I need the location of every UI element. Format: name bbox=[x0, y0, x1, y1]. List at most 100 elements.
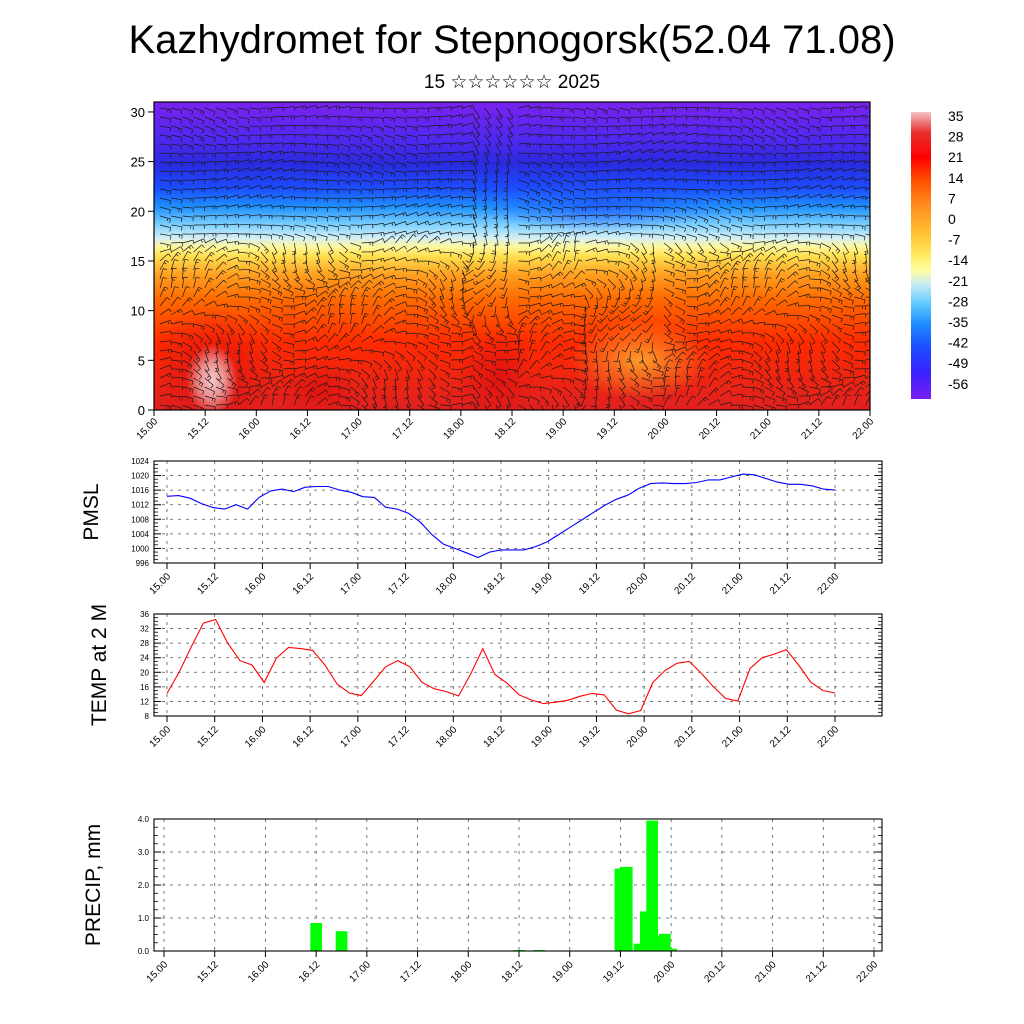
y-tick-label: 28 bbox=[140, 639, 149, 648]
x-tick-label: 19.12 bbox=[595, 416, 621, 442]
x-tick-label: 21.00 bbox=[720, 571, 746, 597]
precip-panel: 0.0 1.0 2.0 3.0 4.0 15.00 15.12 16.00 16.12 17.00… bbox=[82, 815, 883, 985]
x-tick-label: 16.12 bbox=[297, 959, 323, 985]
colorbar-label: 35 bbox=[948, 108, 964, 124]
temp2m-series-line bbox=[166, 618, 836, 715]
x-tick-label: 21.12 bbox=[804, 959, 830, 985]
chart-subtitle: 15 ☆☆☆☆☆☆ 2025 bbox=[423, 72, 601, 93]
x-tick-label: 21.12 bbox=[768, 571, 794, 597]
y-tick-label: 25 bbox=[131, 155, 145, 170]
x-tick-label: 21.00 bbox=[753, 959, 779, 985]
y-tick-label: 1004 bbox=[131, 530, 149, 539]
x-tick-label: 15.12 bbox=[195, 959, 221, 985]
precip-bar bbox=[665, 948, 677, 951]
x-tick-label: 17.00 bbox=[339, 416, 365, 442]
y-tick-label: 36 bbox=[140, 610, 149, 619]
x-tick-label: 16.12 bbox=[291, 724, 317, 750]
wind-barbs bbox=[159, 104, 870, 410]
precip-bar bbox=[310, 923, 322, 951]
precip-ylabel: PRECIP, mm bbox=[82, 824, 105, 946]
x-tick-label: 16.00 bbox=[243, 571, 269, 597]
x-tick-label: 21.00 bbox=[748, 416, 774, 442]
x-tick-label: 17.00 bbox=[348, 959, 374, 985]
x-tick-label: 19.00 bbox=[544, 416, 570, 442]
colorbar-label: -28 bbox=[948, 293, 968, 309]
x-tick-label: 18.12 bbox=[482, 571, 508, 597]
x-tick-label: 21.00 bbox=[720, 724, 746, 750]
pmsl-ylabel: PMSL bbox=[80, 483, 103, 540]
temp2m-ylabel: TEMP at 2 M bbox=[88, 604, 111, 726]
x-tick-label: 15.12 bbox=[195, 571, 221, 597]
x-tick-label: 16.00 bbox=[243, 724, 269, 750]
x-tick-label: 17.12 bbox=[386, 724, 412, 750]
x-tick-label: 17.12 bbox=[390, 416, 416, 442]
colorbar-label: -7 bbox=[948, 232, 961, 248]
colorbar-label: -21 bbox=[948, 273, 968, 289]
x-tick-label: 20.12 bbox=[673, 571, 699, 597]
x-tick-label: 19.12 bbox=[577, 571, 603, 597]
x-tick-label: 19.00 bbox=[529, 571, 555, 597]
y-tick-label: 0 bbox=[138, 403, 145, 418]
x-tick-label: 17.12 bbox=[398, 959, 424, 985]
panel-frame bbox=[153, 460, 883, 564]
y-tick-label: 4.0 bbox=[138, 815, 150, 824]
x-tick-label: 20.12 bbox=[703, 959, 729, 985]
x-tick-label: 20.00 bbox=[646, 416, 672, 442]
colorbar-label: 0 bbox=[948, 211, 956, 227]
colorbar-label: 21 bbox=[948, 149, 964, 165]
colorbar: 35 28 21 14 7 0 -7 -14 -21 -28 -35 -42 -49 -56 bbox=[911, 108, 968, 399]
precip-bar bbox=[652, 936, 665, 951]
precip-bar bbox=[659, 933, 671, 951]
cross-section-frame bbox=[153, 101, 871, 411]
y-tick-label: 0.0 bbox=[138, 947, 150, 956]
panel-frame bbox=[153, 818, 883, 952]
x-tick-label: 22.00 bbox=[816, 571, 842, 597]
x-tick-label: 18.00 bbox=[449, 959, 475, 985]
pmsl-panel: 996 1000 1004 1008 1012 1016 1020 1024 15.00 15.1… bbox=[80, 457, 883, 597]
colorbar-label: -56 bbox=[948, 376, 968, 392]
wind-barb-field bbox=[159, 104, 870, 410]
y-tick-label: 15 bbox=[131, 254, 145, 269]
y-tick-label: 1008 bbox=[131, 515, 149, 524]
y-tick-label: 20 bbox=[140, 668, 149, 677]
y-tick-label: 1012 bbox=[131, 501, 149, 510]
x-tick-label: 16.00 bbox=[246, 959, 272, 985]
x-tick-label: 15.00 bbox=[145, 959, 171, 985]
x-tick-label: 17.00 bbox=[339, 724, 365, 750]
pmsl-series-line bbox=[166, 473, 836, 559]
x-tick-label: 18.00 bbox=[434, 571, 460, 597]
y-tick-label: 3.0 bbox=[138, 848, 150, 857]
x-tick-label: 15.12 bbox=[186, 416, 212, 442]
y-tick-label: 1024 bbox=[131, 457, 149, 466]
x-tick-label: 20.12 bbox=[697, 416, 723, 442]
y-tick-label: 996 bbox=[136, 559, 150, 568]
x-tick-label: 20.00 bbox=[652, 959, 678, 985]
precip-bar bbox=[633, 943, 646, 951]
cross-section-panel: 0 5 10 15 20 25 30 15.00 15.12 16.00 16.12 17.00 17.… bbox=[131, 101, 876, 442]
y-tick-label: 16 bbox=[140, 683, 149, 692]
x-tick-label: 15.00 bbox=[135, 416, 161, 442]
panel-frame bbox=[153, 613, 883, 717]
chart-title: Kazhydromet for Stepnogorsk(52.04 71.08) bbox=[128, 18, 896, 62]
y-tick-label: 10 bbox=[131, 304, 145, 319]
x-tick-label: 18.12 bbox=[482, 724, 508, 750]
x-tick-label: 18.00 bbox=[442, 416, 468, 442]
colorbar-label: -42 bbox=[948, 335, 968, 351]
y-tick-label: 32 bbox=[140, 625, 149, 634]
x-tick-label: 19.12 bbox=[601, 959, 627, 985]
x-tick-label: 18.12 bbox=[493, 416, 519, 442]
colorbar-label: -14 bbox=[948, 252, 968, 268]
x-tick-label: 19.00 bbox=[529, 724, 555, 750]
x-tick-label: 16.12 bbox=[291, 571, 317, 597]
y-tick-label: 12 bbox=[140, 697, 149, 706]
colorbar-label: 7 bbox=[948, 190, 956, 206]
x-tick-label: 21.12 bbox=[768, 724, 794, 750]
x-tick-label: 20.00 bbox=[625, 724, 651, 750]
x-tick-label: 16.12 bbox=[288, 416, 314, 442]
x-tick-label: 16.00 bbox=[237, 416, 263, 442]
y-tick-label: 5 bbox=[138, 353, 145, 368]
x-tick-label: 22.00 bbox=[855, 959, 881, 985]
colorbar-label: -49 bbox=[948, 355, 968, 371]
x-tick-label: 17.12 bbox=[386, 571, 412, 597]
